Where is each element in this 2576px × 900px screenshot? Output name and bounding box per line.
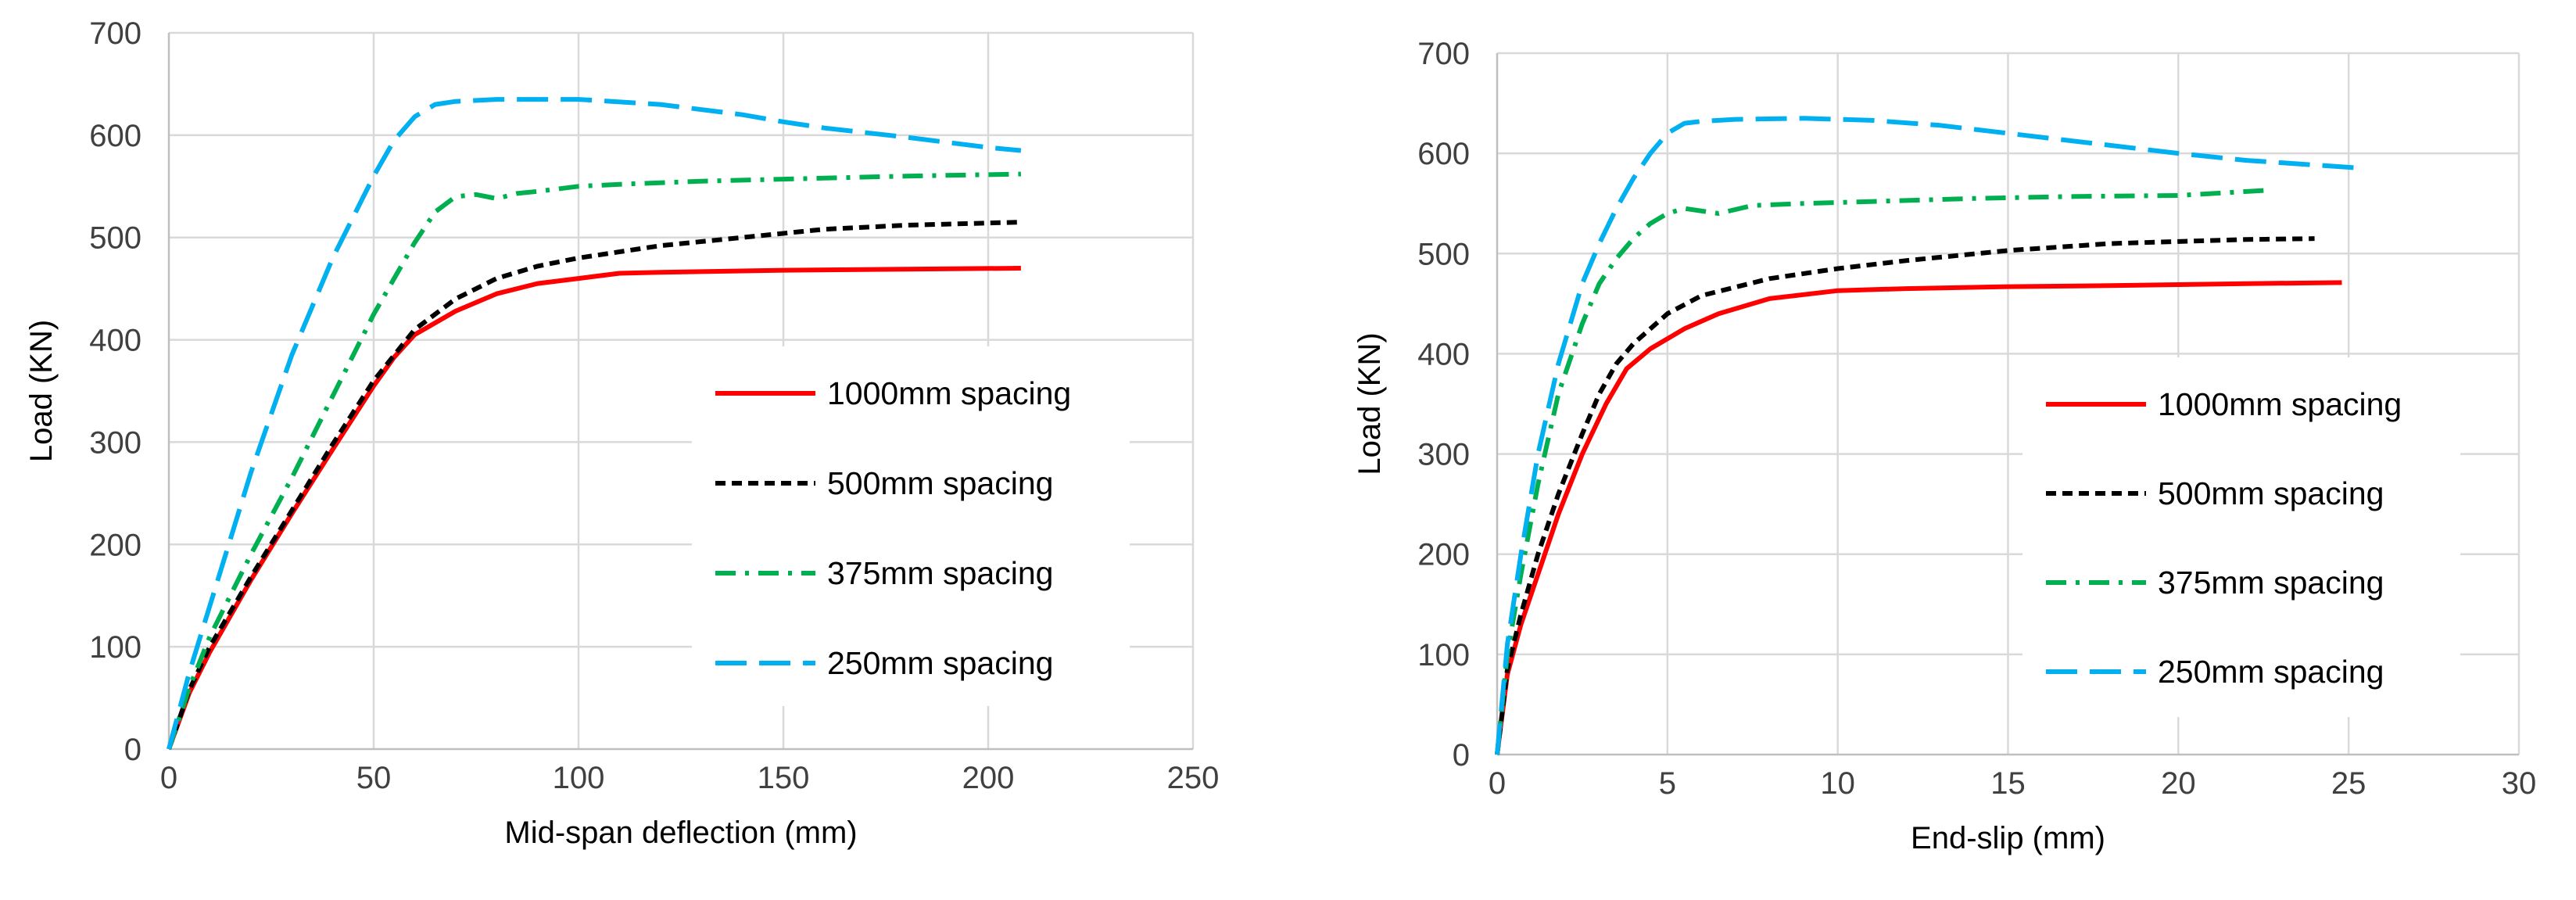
legend-label: 375mm spacing: [2158, 565, 2384, 601]
y-tick-label: 100: [89, 630, 142, 665]
chart-end-slip: 0 5 10 15 20 25 300100200300400500600700End-sl…: [1352, 37, 2536, 855]
x-tick-label: 50: [356, 761, 392, 795]
legend-background: [692, 346, 1130, 706]
x-tick-label: 5: [1659, 766, 1676, 801]
y-tick-label: 700: [89, 16, 142, 51]
series-line-250mm-spacing: [1495, 116, 2366, 755]
series-line-500mm-spacing: [1495, 236, 2315, 755]
x-tick-label: 150: [758, 761, 810, 795]
series-line-1000mm-spacing: [167, 266, 1021, 751]
x-tick-label: 250: [1167, 761, 1220, 795]
y-tick-label: 700: [1417, 37, 1470, 71]
legend-label: 250mm spacing: [2158, 654, 2384, 690]
x-tick-label: 20: [2161, 766, 2196, 801]
legend-label: 1000mm spacing: [827, 375, 1071, 411]
x-axis-title: Mid-span deflection (mm): [504, 816, 857, 850]
series-line-1000mm-spacing: [1495, 280, 2342, 755]
y-tick-label: 0: [124, 733, 142, 767]
y-tick-label: 0: [1453, 738, 1470, 773]
legend-background: [2022, 357, 2460, 717]
series-line-375mm-spacing: [167, 171, 1021, 750]
legend-label: 250mm spacing: [827, 645, 1053, 681]
x-axis-title: End-slip (mm): [1911, 821, 2105, 855]
y-tick-label: 500: [1417, 237, 1470, 271]
x-tick-label: 10: [1820, 766, 1855, 801]
x-tick-label: 0: [1489, 766, 1506, 801]
legend-label: 500mm spacing: [2158, 475, 2384, 511]
chart-mid-span-deflection: 0 50 100 150 200 250 0 100 200 300 400 500 600 700 Mid…: [24, 16, 1219, 850]
y-tick-label: 200: [89, 528, 142, 562]
x-tick-label: 0: [160, 761, 177, 795]
series-line-375mm-spacing: [1495, 188, 2264, 755]
x-tick-label: 200: [962, 761, 1015, 795]
y-tick-label: 500: [89, 221, 142, 256]
y-axis-title: Load (KN): [24, 320, 59, 462]
y-axis-title: Load (KN): [1352, 332, 1387, 475]
y-tick-label: 200: [1417, 538, 1470, 572]
x-tick-label: 30: [2502, 766, 2537, 801]
y-tick-label: 100: [1417, 638, 1470, 672]
legend-label: 1000mm spacing: [2158, 386, 2402, 422]
series-line-250mm-spacing: [167, 97, 1022, 750]
series-line-500mm-spacing: [167, 220, 1021, 750]
legend-label: 375mm spacing: [827, 555, 1053, 591]
y-tick-label: 300: [89, 425, 142, 460]
y-tick-label: 600: [89, 119, 142, 153]
x-tick-label: 15: [1990, 766, 2026, 801]
y-tick-label: 300: [1417, 438, 1470, 472]
y-tick-label: 400: [1417, 337, 1470, 371]
y-tick-label: 400: [89, 324, 142, 358]
x-tick-label: 100: [553, 761, 605, 795]
x-tick-label: 25: [2331, 766, 2366, 801]
y-tick-label: 600: [1417, 137, 1470, 171]
legend-label: 500mm spacing: [827, 465, 1053, 501]
